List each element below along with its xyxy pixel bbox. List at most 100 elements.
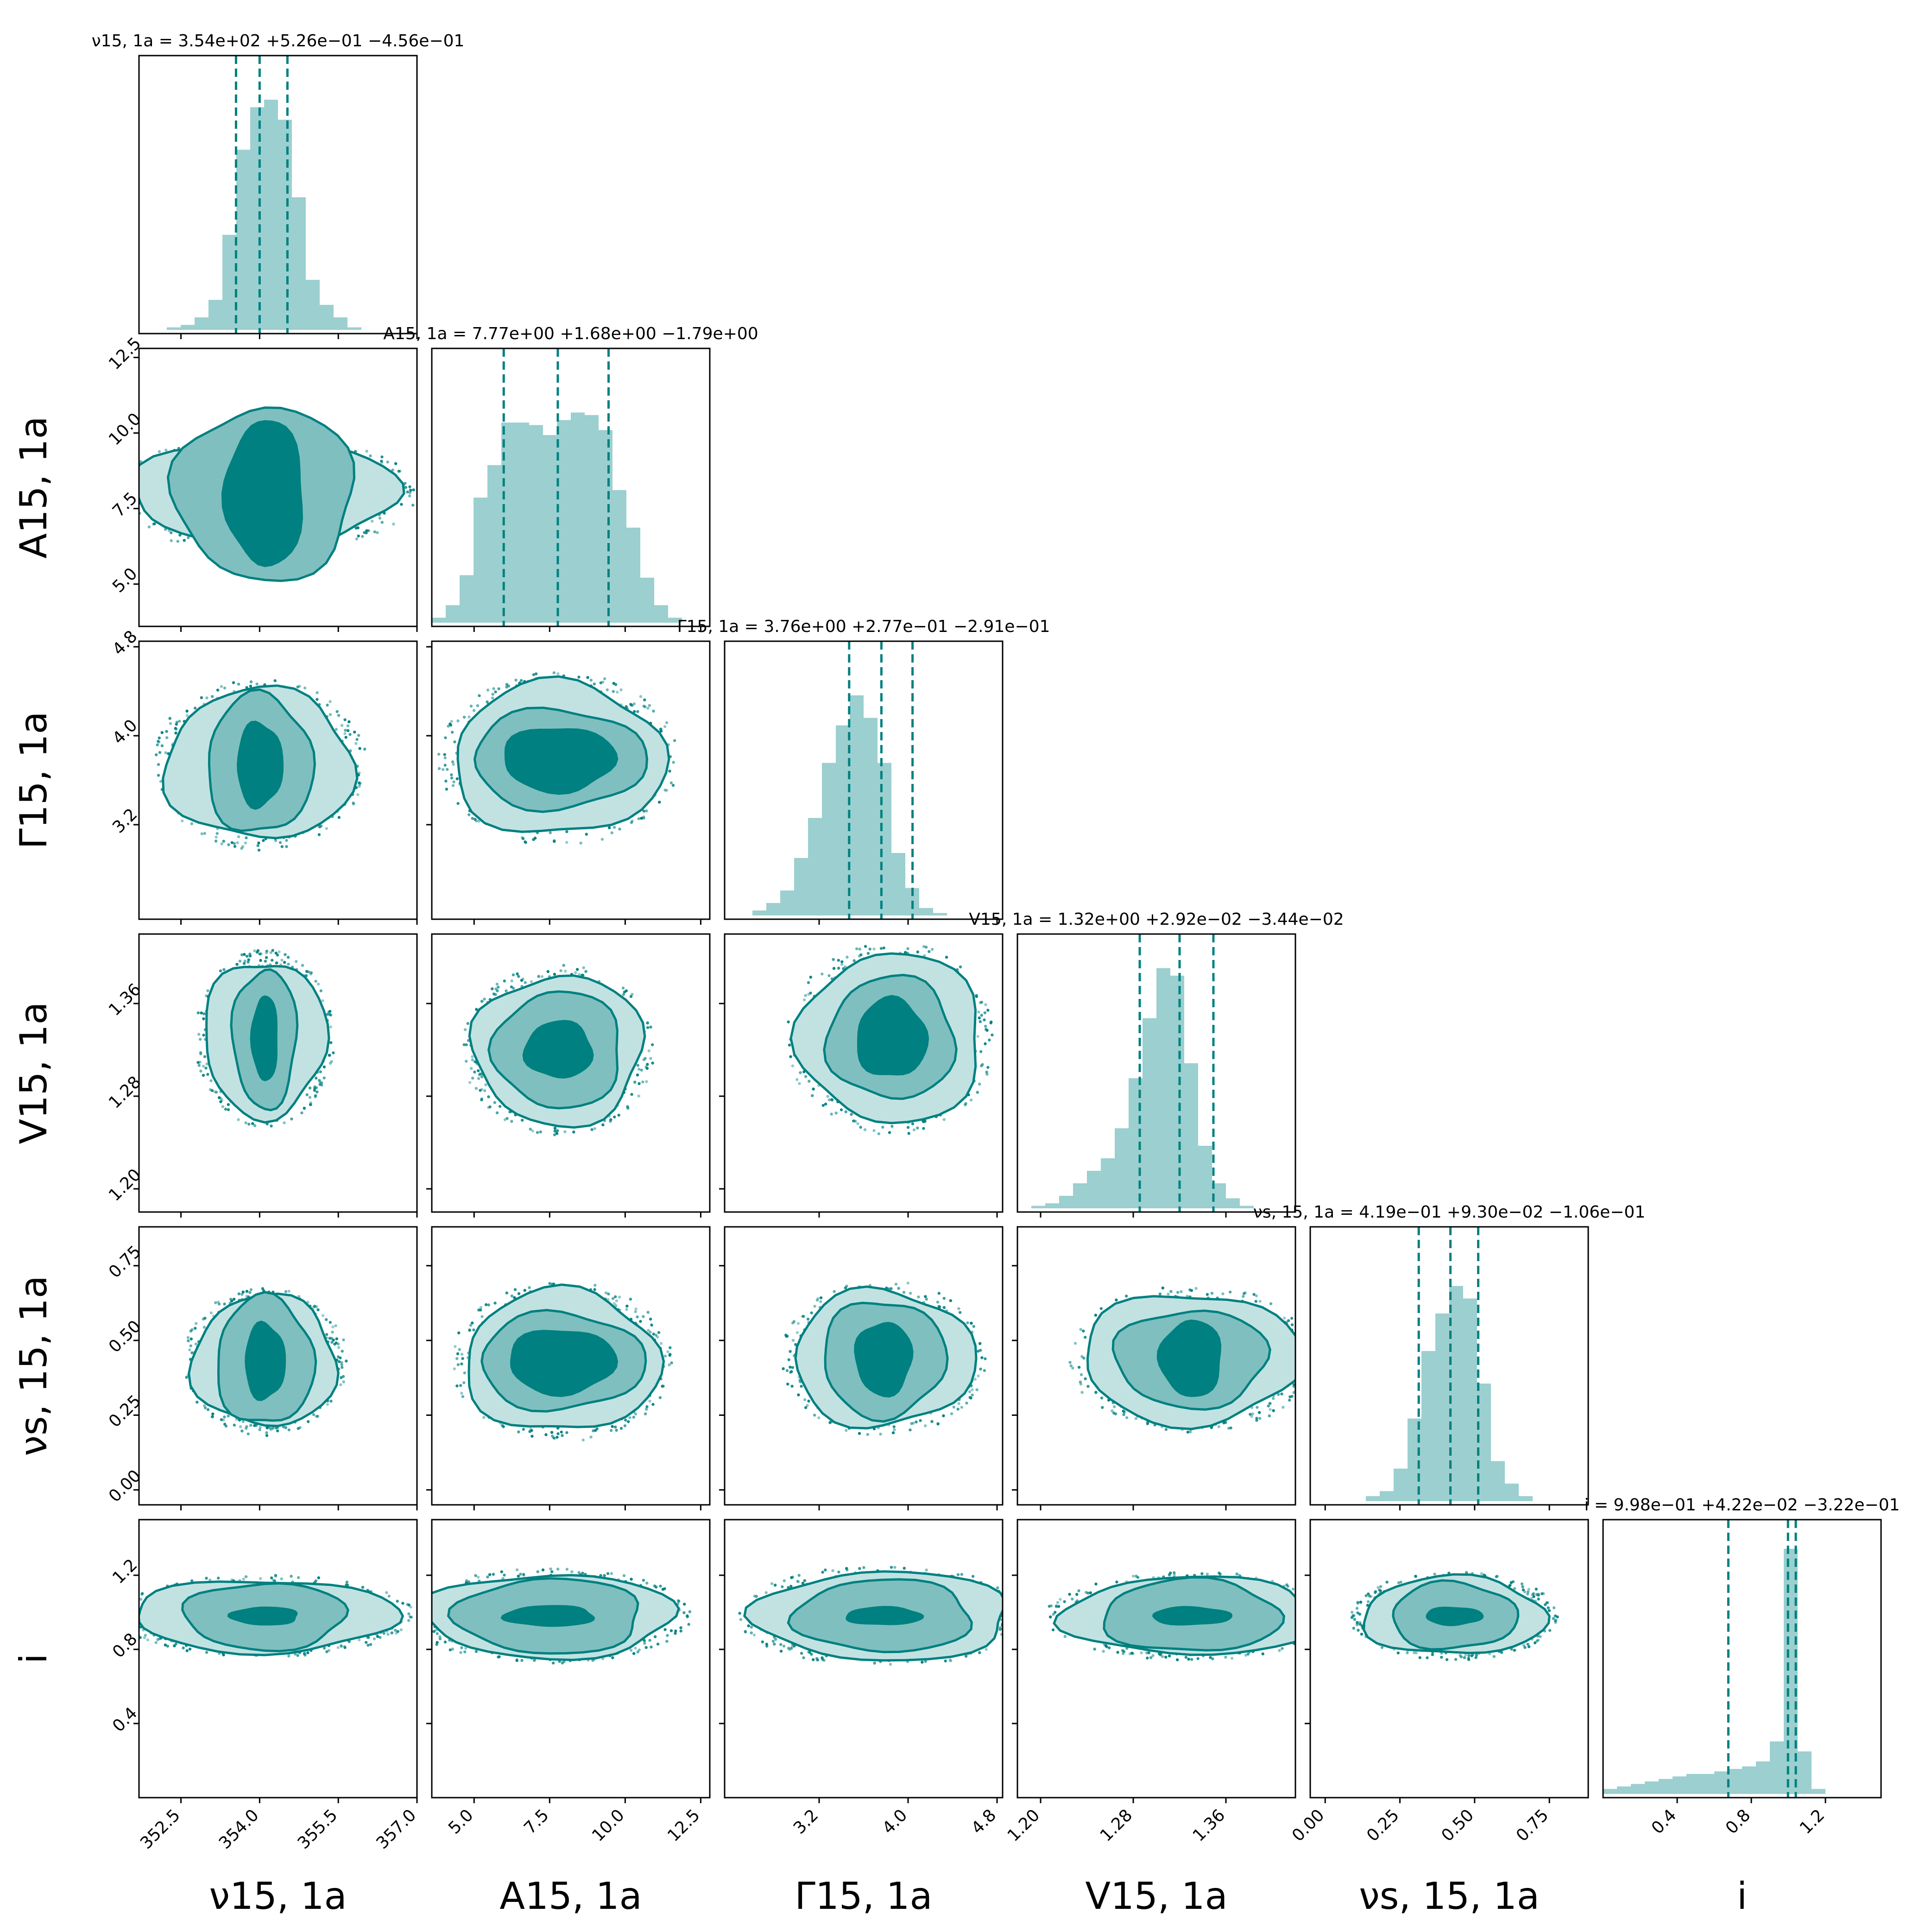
sample-point xyxy=(1465,1571,1468,1574)
sample-point xyxy=(975,1388,979,1391)
sample-point xyxy=(614,1425,617,1429)
sample-point xyxy=(222,968,226,971)
sample-point xyxy=(1099,1307,1103,1310)
sample-point xyxy=(468,1081,472,1084)
y-tick-label: 0.4 xyxy=(109,1704,141,1736)
sample-point xyxy=(686,1614,689,1617)
sample-point xyxy=(510,1294,514,1298)
sample-point xyxy=(821,1658,824,1661)
hist-bar xyxy=(167,327,181,330)
sample-point xyxy=(521,1118,524,1122)
sample-point xyxy=(309,1103,312,1106)
sample-point xyxy=(436,1632,439,1635)
sample-point xyxy=(1300,1638,1302,1641)
sample-point xyxy=(422,1595,424,1598)
hist-bar xyxy=(1756,1761,1770,1794)
sample-point xyxy=(924,1424,927,1427)
sample-point xyxy=(369,1643,373,1646)
sample-point xyxy=(519,679,523,682)
sample-point xyxy=(936,1422,940,1426)
sample-point xyxy=(199,1069,202,1073)
sample-point xyxy=(358,781,361,784)
sample-point xyxy=(643,705,647,708)
sample-point xyxy=(643,698,646,701)
sample-point xyxy=(187,1339,190,1343)
hist-bar xyxy=(1073,1183,1087,1208)
sample-point xyxy=(1125,1294,1128,1298)
sample-point xyxy=(668,1363,671,1367)
sample-point xyxy=(1385,1580,1389,1584)
sample-point xyxy=(380,521,384,524)
sample-point xyxy=(429,1617,431,1620)
sample-point xyxy=(223,1302,226,1306)
sample-point xyxy=(1052,1613,1055,1616)
sample-point xyxy=(202,1034,205,1037)
sample-point xyxy=(344,729,347,732)
sample-point xyxy=(413,1628,416,1630)
sample-point xyxy=(648,704,651,707)
sample-point xyxy=(174,732,177,735)
sample-point xyxy=(218,1096,221,1099)
sample-point xyxy=(634,1310,638,1313)
sample-point xyxy=(556,1567,560,1571)
sample-point xyxy=(319,1070,322,1073)
sample-point xyxy=(206,1408,210,1411)
sample-point xyxy=(157,774,160,777)
sample-point xyxy=(1014,1593,1017,1596)
sample-point xyxy=(203,1055,207,1058)
sample-point xyxy=(925,1568,928,1572)
scatter-panel-V-nus xyxy=(1068,1286,1295,1434)
sample-point xyxy=(983,1018,986,1022)
sample-point xyxy=(394,462,398,465)
sample-point xyxy=(340,724,344,727)
sample-point xyxy=(1406,1651,1409,1654)
sample-point xyxy=(1112,1411,1116,1415)
sample-point xyxy=(1084,1377,1087,1381)
sample-point xyxy=(666,1634,669,1637)
sample-point xyxy=(493,1101,497,1104)
sample-point xyxy=(1086,1385,1090,1388)
y-tick-label: 0.8 xyxy=(109,1629,141,1661)
sample-point xyxy=(462,1381,466,1384)
sample-point xyxy=(1063,1635,1067,1638)
sample-point xyxy=(342,1380,345,1383)
sample-point xyxy=(789,1647,793,1650)
sample-point xyxy=(194,707,197,710)
sample-point xyxy=(235,963,239,966)
sample-point xyxy=(813,1305,816,1308)
sample-point xyxy=(121,1621,124,1623)
sample-point xyxy=(451,731,454,734)
sample-point xyxy=(1250,1415,1253,1418)
sample-point xyxy=(603,1574,606,1577)
sample-point xyxy=(977,1350,980,1353)
sample-point xyxy=(196,1011,200,1015)
sample-point xyxy=(456,1352,460,1356)
sample-point xyxy=(319,824,323,828)
sample-point xyxy=(220,685,223,688)
sample-point xyxy=(744,1630,747,1634)
sample-point xyxy=(325,1333,328,1336)
y-tick-label: 5.0 xyxy=(109,564,141,596)
sample-point xyxy=(1008,1619,1010,1622)
sample-point xyxy=(517,1574,520,1578)
sample-point xyxy=(448,722,452,726)
hist-bar xyxy=(1659,1779,1673,1794)
sample-point xyxy=(552,671,556,675)
sample-point xyxy=(505,683,509,686)
sample-point xyxy=(1296,1591,1299,1594)
sample-point xyxy=(437,752,441,756)
hist-bar xyxy=(933,913,947,915)
sample-point xyxy=(921,1661,924,1664)
sample-point xyxy=(209,1311,213,1314)
sample-point xyxy=(1527,1587,1530,1591)
sample-point xyxy=(873,1661,876,1665)
sample-point xyxy=(1280,1392,1283,1395)
sample-point xyxy=(271,949,274,952)
sample-point xyxy=(471,1076,474,1080)
contour-level-3 xyxy=(250,995,278,1081)
sample-point xyxy=(476,704,480,707)
sample-point xyxy=(978,1342,982,1345)
sample-point xyxy=(633,1080,637,1084)
sample-point xyxy=(550,1431,554,1434)
sample-point xyxy=(804,1406,808,1409)
